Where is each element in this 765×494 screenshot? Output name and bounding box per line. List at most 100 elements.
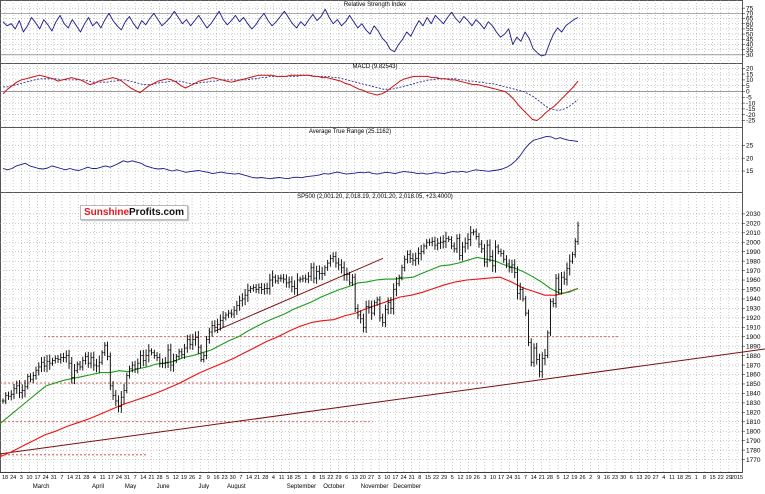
x-tick-label: 23 — [222, 475, 228, 481]
x-tick-label: 17 — [34, 475, 40, 481]
y-tick-label: -15 — [746, 106, 756, 113]
y-tick-label: 1850 — [746, 381, 761, 388]
y-tick-label: 5 — [746, 83, 750, 90]
y-tick-label: 10 — [746, 77, 754, 84]
x-tick-label: 11 — [669, 475, 675, 481]
y-tick-label: 1840 — [746, 391, 761, 398]
x-tick-label: 14 — [246, 475, 252, 481]
logo-domain-text: Profits.com — [129, 207, 185, 218]
month-label: March — [33, 484, 50, 489]
x-tick-label: 22 — [327, 475, 333, 481]
y-tick-label: 1980 — [746, 258, 761, 265]
y-tick-label: 2020 — [746, 221, 761, 228]
x-tick-label: 31 — [514, 475, 520, 481]
y-tick-label: 50 — [746, 31, 754, 38]
y-tick-label: -5 — [746, 95, 752, 102]
x-tick-label: 18 — [2, 475, 8, 481]
x-tick-label: 31 — [409, 475, 415, 481]
month-label: July — [198, 484, 209, 489]
y-tick-label: -25 — [746, 118, 756, 125]
x-tick-label: 4 — [662, 475, 665, 481]
x-tick-label: 12 — [457, 475, 463, 481]
x-tick-label: 14 — [140, 475, 146, 481]
x-tick-label: 13 — [636, 475, 642, 481]
y-tick-label: 1820 — [746, 410, 761, 417]
y-tick-label: 1900 — [746, 334, 761, 341]
y-tick-label: -20 — [746, 112, 756, 119]
y-tick-label: 1800 — [746, 428, 761, 435]
x-tick-label: 12 — [563, 475, 569, 481]
x-tick-label: 8 — [418, 475, 421, 481]
x-tick-label: 30 — [620, 475, 626, 481]
x-tick-label: 30 — [230, 475, 236, 481]
x-tick-label: 15 — [710, 475, 716, 481]
y-tick-label: 1970 — [746, 268, 761, 275]
macd-panel-title: MACD (9.82543) — [352, 64, 397, 70]
x-tick-label: 22 — [718, 475, 724, 481]
x-tick-label: 21 — [75, 475, 81, 481]
x-tick-label: 28 — [83, 475, 89, 481]
y-tick-label: 1990 — [746, 249, 761, 256]
y-tick-label: 1830 — [746, 400, 761, 407]
x-tick-label: 10 — [384, 475, 390, 481]
atr-line — [2, 135, 579, 180]
x-tick-label: 22 — [433, 475, 439, 481]
sunshine-profits-logo: SunshineProfits.com — [80, 205, 189, 220]
indicator-series — [0, 8, 579, 458]
y-tick-label: 1950 — [746, 287, 761, 294]
x-tick-label: 5 — [451, 475, 454, 481]
x-tick-label: 16 — [213, 475, 219, 481]
x-tick-label: 14 — [67, 475, 73, 481]
y-tick-label: 2000 — [746, 239, 761, 246]
y-tick-label: 40 — [746, 42, 754, 49]
x-tick-label: 11 — [279, 475, 285, 481]
x-tick-label: 17 — [498, 475, 504, 481]
x-tick-label: 3 — [20, 475, 23, 481]
y-tick-label: 70 — [746, 11, 754, 18]
x-tick-label: 11 — [100, 475, 106, 481]
x-tick-label: 8 — [313, 475, 316, 481]
x-tick-label: 15 — [425, 475, 431, 481]
month-label: November — [361, 484, 389, 489]
y-tick-label: 60 — [746, 21, 754, 28]
y-tick-label: 1960 — [746, 277, 761, 284]
x-tick-label: 28 — [262, 475, 268, 481]
y-tick-label: 35 — [746, 47, 754, 54]
month-label: April — [92, 484, 104, 489]
trendline — [0, 348, 765, 455]
x-tick-label: 28 — [547, 475, 553, 481]
x-tick-label: 3 — [483, 475, 486, 481]
x-tick-label: 24 — [116, 475, 122, 481]
x-tick-label: 31 — [124, 475, 130, 481]
x-tick-label: 12 — [173, 475, 179, 481]
x-tick-label: 10 — [26, 475, 32, 481]
x-tick-label: 10 — [490, 475, 496, 481]
x-tick-label: 25 — [685, 475, 691, 481]
x-tick-label: 17 — [392, 475, 398, 481]
y-tick-label: 65 — [746, 16, 754, 23]
x-tick-label: 18 — [287, 475, 293, 481]
y-tick-label: 1880 — [746, 353, 761, 360]
y-tick-label: 55 — [746, 26, 754, 33]
x-tick-label: 9 — [597, 475, 600, 481]
x-tick-label: 24 — [10, 475, 16, 481]
x-tick-label: 26 — [474, 475, 480, 481]
x-tick-label: 24 — [43, 475, 49, 481]
x-tick-label: 4 — [272, 475, 275, 481]
x-tick-label: 6 — [345, 475, 348, 481]
month-label: June — [157, 484, 171, 489]
rsi-panel-title: Relative Strength Index — [344, 2, 406, 8]
y-tick-label: 1790 — [746, 438, 761, 445]
x-tick-label: 14 — [531, 475, 537, 481]
month-label: December — [393, 484, 421, 489]
grid-lines — [0, 0, 742, 472]
x-tick-label: 2 — [589, 475, 592, 481]
y-tick-label: 25 — [746, 143, 754, 150]
x-tick-label: 1 — [304, 475, 307, 481]
x-tick-label: 15 — [319, 475, 325, 481]
x-tick-label: 5 — [166, 475, 169, 481]
x-tick-label: 27 — [368, 475, 374, 481]
x-tick-label: 21 — [254, 475, 260, 481]
y-tick-label: 20 — [746, 155, 754, 162]
x-tick-label: 13 — [352, 475, 358, 481]
